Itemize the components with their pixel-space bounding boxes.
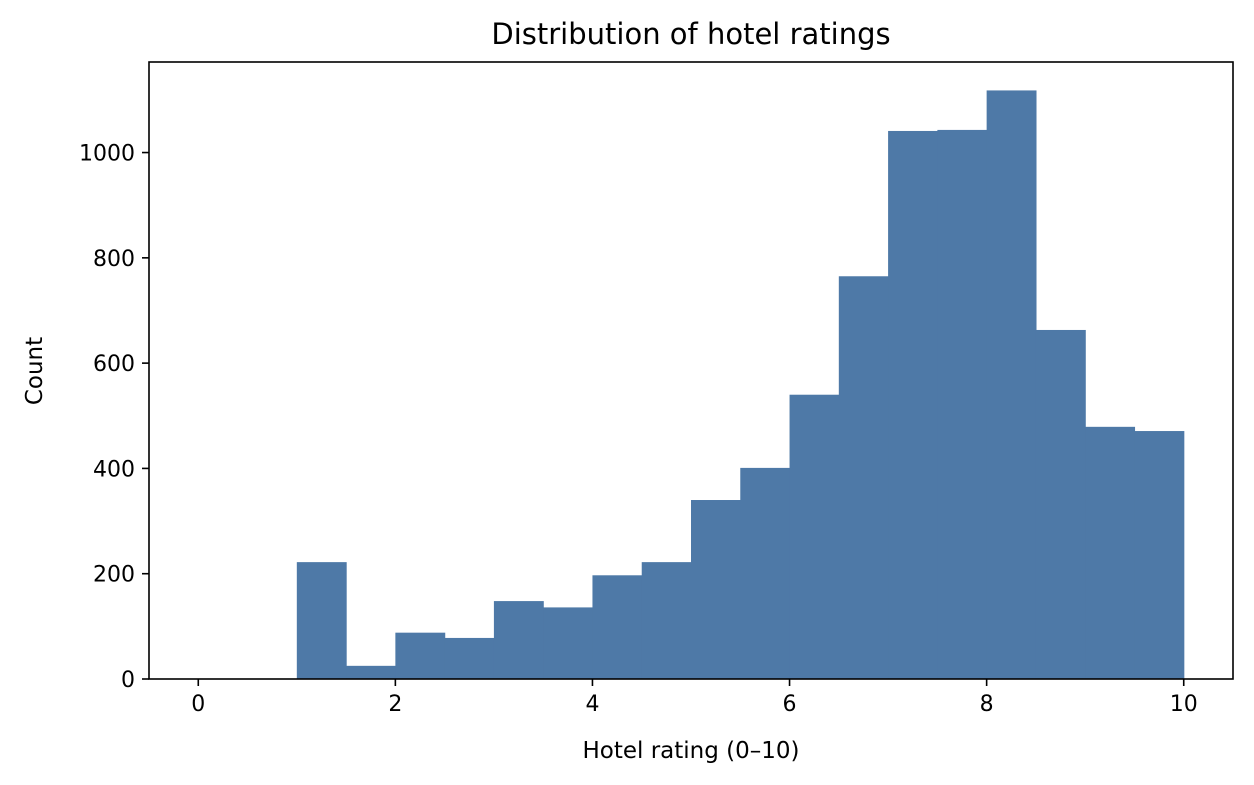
y-tick-label: 200 xyxy=(93,563,135,588)
histogram-bar xyxy=(986,90,1037,679)
histogram-bar xyxy=(346,665,396,679)
y-tick-label: 600 xyxy=(93,352,135,377)
histogram-bar xyxy=(296,562,347,679)
x-axis-label: Hotel rating (0–10) xyxy=(582,738,799,764)
x-axis-ticks: 0 2 4 6 8 10 xyxy=(191,679,1198,717)
histogram-bar xyxy=(493,601,544,679)
chart-title: Distribution of hotel ratings xyxy=(491,17,890,51)
histogram-bar xyxy=(592,575,643,679)
x-tick-label: 4 xyxy=(585,692,599,717)
x-tick-label: 6 xyxy=(783,692,797,717)
y-tick-label: 0 xyxy=(121,668,135,693)
y-axis-ticks: 0 200 400 600 800 1000 xyxy=(79,142,149,693)
y-tick-label: 400 xyxy=(93,457,135,482)
histogram-bar xyxy=(691,500,741,679)
histogram-bar xyxy=(1134,431,1185,679)
x-tick-label: 2 xyxy=(388,692,402,717)
plot-frame xyxy=(148,61,1234,680)
y-axis-label: Count xyxy=(22,337,48,405)
histogram-bar xyxy=(641,562,692,679)
x-tick-label: 0 xyxy=(191,692,205,717)
histogram-bar xyxy=(937,129,988,679)
histogram-bar xyxy=(1085,426,1136,679)
histogram-bar xyxy=(888,130,938,679)
histogram-bar xyxy=(838,276,889,679)
histogram-bar xyxy=(740,467,791,679)
y-tick-label: 1000 xyxy=(79,142,135,167)
histogram-bar xyxy=(1035,329,1086,679)
histogram-bar xyxy=(789,394,840,679)
histogram-bar xyxy=(543,607,594,679)
y-tick-label: 800 xyxy=(93,247,135,272)
x-tick-label: 10 xyxy=(1170,692,1198,717)
bars-group xyxy=(296,90,1185,679)
x-tick-label: 8 xyxy=(980,692,994,717)
histogram-bar xyxy=(395,632,446,679)
histogram-bar xyxy=(444,637,495,679)
